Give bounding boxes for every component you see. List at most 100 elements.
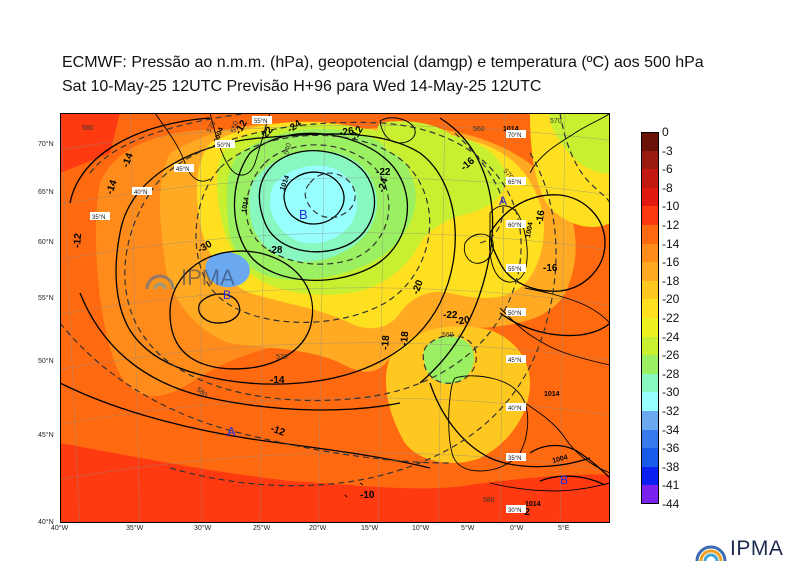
isobar-label: 1004 [525,222,535,239]
geopotential-label: 540 [283,142,293,155]
colorbar-swatch [641,466,659,486]
isobar-labels: 1014 1014 1004 1014 1004 1004 1014 1014 [213,126,568,508]
colorbar-swatch [641,355,659,375]
geopotential-label: 580 [483,497,495,504]
lat-axis-label: 60°N [38,239,54,246]
ipma-watermark-text: IPMA [181,265,235,290]
colorbar-swatch [641,132,659,152]
temp-field-greenland-south [377,121,460,164]
lat-axis-label: 55°N [38,295,54,302]
lon-axis-label: 25°W [253,525,271,532]
geopotential-cutoff-560 [422,334,477,384]
temperature-label: -14 [104,178,119,196]
lon-axis-label: 15°W [361,525,379,532]
lat-tag: 40°N [134,190,147,196]
isobar-label: 1014 [503,126,519,133]
colorbar-label: -16 [662,255,680,270]
lon-axis-label: 10°W [412,525,430,532]
colorbar-label: -26 [662,348,680,363]
colorbar-swatch [641,225,659,245]
colorbar-label: -18 [662,273,680,288]
africa-coast [489,482,610,492]
lat-tag: 45°N [176,167,189,173]
temperature-label: -22 [443,310,458,321]
colorbar-swatch [641,280,659,300]
colorbar-label: -30 [662,385,680,400]
lon-axis-label: 0°W [510,525,524,532]
temp-field-cyan [270,165,357,244]
colorbar-swatch [641,187,659,207]
lat-tag: 65°N [508,180,521,186]
lat-axis-label: 45°N [38,432,54,439]
temperature-label: -24 [376,177,390,194]
lon-axis-label: 20°W [309,525,327,532]
temp-field-cold-core [205,251,250,288]
temp-field-warm-northwest [60,113,120,173]
ipma-logo: IPMA [694,537,794,563]
colorbar-label: -34 [662,422,680,437]
isobar-label: 1014 [241,197,251,214]
in-map-lat-labels: 55°N 50°N 45°N 40°N 35°N 70°N 65°N 60°N … [90,116,526,514]
greenland-coast [154,113,211,182]
colorbar-label: -22 [662,311,680,325]
temperature-label: -18 [399,330,411,346]
lat-tag: 30°N [508,508,521,514]
lon-axis-label: 5°E [558,525,570,532]
colorbar-swatch [641,429,659,449]
colorbar-label: -32 [662,404,680,418]
geopotential-label: 550 [230,120,240,133]
colorbar-label: -38 [662,459,680,474]
lat-tag: 40°N [508,406,521,412]
lat-tag: 45°N [508,358,521,364]
pressure-center-high-2: A [227,424,236,439]
geopotential-label: 560 [442,332,454,339]
pressure-center-low-3: B [560,473,568,487]
pressure-center-low-2: B [223,288,231,302]
colorbar-swatch [641,299,659,319]
lat-tag: 55°N [508,267,521,273]
lat-axis-label: 65°N [38,189,54,196]
norway-coast [529,113,610,174]
colorbar-label: -36 [662,441,680,456]
colorbar-label: -3 [662,143,673,158]
northsea-coast [524,287,610,324]
colorbar-swatch [641,243,659,263]
lat-tag: 70°N [508,133,521,139]
colorbar-swatch [641,262,659,282]
temperature-label: -16 [543,263,558,274]
lat-tag: 60°N [508,223,521,229]
ipma-logo-icon [695,545,727,562]
geopotential-label: 570 [550,118,562,125]
geopotential-label: 570 [276,354,288,361]
lon-axis-label: 35°W [126,525,144,532]
colorbar-swatch [641,392,659,412]
temp-field-green-cutoff [423,336,475,384]
colorbar-label: -20 [662,292,680,307]
temperature-label: -18 [380,334,392,350]
lat-tag: 55°N [254,119,267,125]
geopotential-label: 580 [82,125,94,132]
temperature-colorbar: 0 -3 -6 -8 -10 -12 -14 -16 -18 -20 -22 -24 -26 -28 -30… [641,125,701,511]
temperature-label: -26 [339,126,356,139]
temp-field-warm-south [60,443,610,523]
temp-field-iberia [385,326,530,463]
ipma-logo-text: IPMA [730,537,784,560]
ipma-watermark: IPMA [143,263,253,297]
colorbar-swatch [641,373,659,393]
colorbar-label: 0 [662,125,669,139]
isobar-label: 1014 [525,501,541,508]
isobar-label: 1014 [279,175,291,192]
temperature-label: -12 [72,232,84,248]
colorbar-label: -8 [662,180,673,195]
colorbar-swatch [641,411,659,431]
iceland-coast [379,117,416,144]
lon-axis-label: 40°W [51,525,69,532]
lat-axis-label: 50°N [38,358,54,365]
colorbar-swatch [641,318,659,338]
iberia-coast [448,375,529,472]
canaries [344,482,374,498]
isobar-label: 1014 [544,391,560,398]
lat-tag: 35°N [508,456,521,462]
lat-tag: 50°N [217,143,230,149]
chart-subtitle: Sat 10-May-25 12UTC Previsão H+96 para W… [62,78,542,95]
